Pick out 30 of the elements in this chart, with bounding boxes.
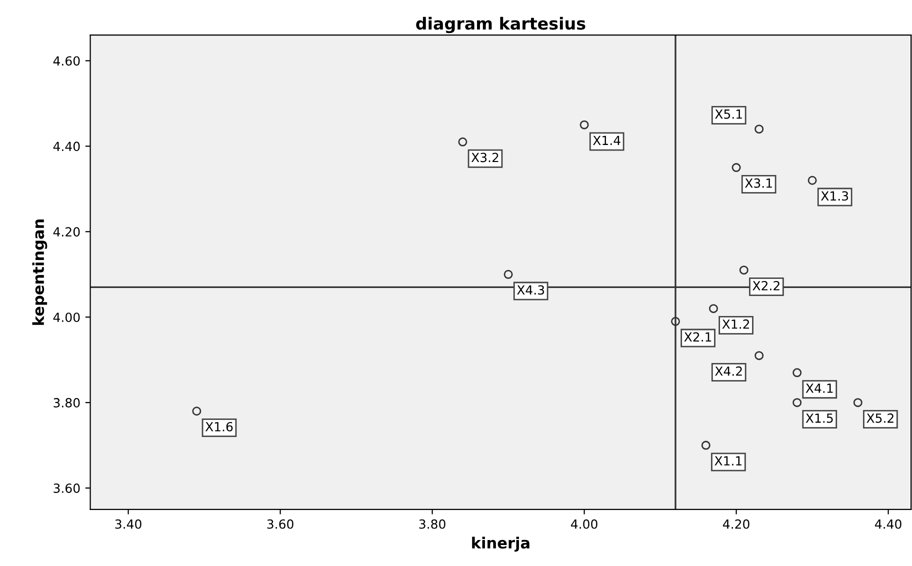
annotation: X2.2 bbox=[752, 280, 780, 290]
x-tick-label: 4.20 bbox=[722, 519, 750, 529]
x-axis-title: kinerja bbox=[472, 536, 530, 552]
annotation: X1.2 bbox=[722, 319, 750, 329]
x-tick-label: 3.60 bbox=[267, 519, 294, 529]
y-tick-label: 4.40 bbox=[53, 142, 80, 152]
x-tick-label: 4.00 bbox=[570, 519, 598, 529]
x-tick-label: 3.80 bbox=[419, 519, 446, 529]
annotation: X1.4 bbox=[592, 136, 620, 145]
annotation: X3.1 bbox=[744, 178, 772, 188]
x-tick-label: 3.40 bbox=[115, 519, 142, 529]
y-tick-label: 4.60 bbox=[53, 56, 80, 66]
y-tick-label: 3.80 bbox=[54, 398, 80, 408]
annotation: X1.3 bbox=[820, 191, 848, 201]
y-axis-title: kepentingan bbox=[32, 220, 48, 325]
annotation: X1.6 bbox=[205, 422, 233, 432]
annotation: X1.1 bbox=[714, 456, 742, 466]
annotation: X3.2 bbox=[471, 152, 498, 162]
chart-title: diagram kartesius bbox=[416, 16, 586, 34]
x-tick-label: 4.40 bbox=[874, 519, 902, 529]
annotation: X4.2 bbox=[715, 366, 742, 376]
y-tick-label: 4.00 bbox=[53, 312, 80, 322]
annotation: X4.1 bbox=[806, 384, 833, 393]
y-tick-label: 4.20 bbox=[53, 227, 80, 237]
annotation: X5.1 bbox=[715, 110, 742, 119]
annotation: X4.3 bbox=[516, 285, 544, 295]
annotation: X5.2 bbox=[866, 413, 894, 423]
y-tick-label: 3.60 bbox=[54, 484, 80, 493]
annotation: X2.1 bbox=[684, 332, 712, 342]
annotation: X1.5 bbox=[806, 414, 833, 423]
